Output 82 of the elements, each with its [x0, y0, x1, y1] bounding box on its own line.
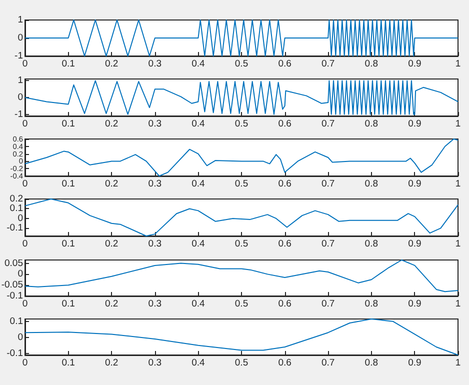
y-tick-label: -0.1 — [6, 222, 23, 234]
y-tick-label: 0.2 — [10, 194, 23, 204]
x-tick-label: 0.9 — [408, 238, 422, 250]
x-tick-label: 0.9 — [408, 178, 422, 190]
x-tick-label: 1 — [455, 58, 461, 70]
x-tick-label: 0.2 — [104, 358, 118, 368]
y-tick-label: -0.05 — [1, 280, 23, 291]
x-tick-label: 0.8 — [364, 358, 378, 368]
x-tick-label: 0.7 — [321, 58, 335, 70]
x-tick-label: 0.4 — [192, 298, 205, 310]
x-tick-label: 0.9 — [408, 118, 422, 130]
x-tick-label: 0.7 — [321, 178, 335, 190]
x-tick-label: 0.8 — [364, 298, 378, 310]
x-tick-label: 0.8 — [364, 178, 378, 190]
x-tick-label: 0.6 — [278, 298, 292, 310]
x-tick-label: 0.8 — [364, 58, 378, 70]
y-tick-label: 1 — [18, 75, 23, 86]
x-tick-label: 0.3 — [148, 298, 162, 310]
x-tick-label: 1 — [455, 298, 461, 310]
x-tick-label: 0.3 — [148, 58, 162, 70]
x-tick-label: 0.1 — [62, 118, 75, 130]
x-tick-label: 1 — [455, 238, 461, 250]
y-tick-label: 0.05 — [4, 258, 23, 269]
x-tick-label: 0.3 — [148, 358, 162, 368]
x-tick-label: 0.5 — [234, 178, 248, 190]
x-tick-label: 0.7 — [321, 118, 335, 130]
y-tick-label: -0.1 — [6, 348, 23, 359]
y-tick-label: 0 — [18, 268, 23, 280]
x-tick-label: 0.2 — [104, 298, 118, 310]
x-tick-label: 1 — [455, 178, 461, 190]
x-tick-label: 1 — [455, 358, 461, 368]
x-tick-label: 0.5 — [234, 118, 248, 130]
x-tick-label: 0.6 — [278, 358, 292, 368]
line-series — [24, 198, 458, 236]
x-tick-label: 0.3 — [148, 118, 162, 130]
x-tick-label: 0.3 — [148, 178, 162, 190]
x-tick-label: 0.8 — [364, 118, 378, 130]
x-tick-label: 0.8 — [364, 238, 378, 250]
x-tick-label: 0.2 — [104, 178, 118, 190]
x-tick-label: 0.9 — [408, 298, 422, 310]
x-tick-label: 0.3 — [148, 238, 162, 250]
y-tick-label: -1 — [14, 50, 23, 62]
x-tick-label: 0.5 — [234, 298, 248, 310]
x-tick-label: 0.6 — [278, 238, 292, 250]
y-tick-label: 0 — [18, 92, 23, 103]
y-tick-label: 1 — [18, 14, 23, 26]
y-tick-label: -0.1 — [6, 290, 23, 302]
x-tick-label: 0.5 — [234, 358, 248, 368]
x-tick-label: 0.5 — [234, 58, 248, 70]
line-series — [24, 138, 458, 176]
line-series — [24, 260, 458, 292]
y-tick-label: 0 — [18, 332, 23, 343]
x-tick-label: 0.7 — [321, 238, 335, 250]
x-tick-label: 0.6 — [278, 58, 292, 70]
x-tick-label: 0.2 — [104, 238, 118, 250]
x-tick-label: 0.7 — [321, 298, 335, 310]
y-tick-label: 0.1 — [10, 316, 23, 327]
x-tick-label: 0.1 — [62, 298, 75, 310]
x-tick-label: 0.4 — [192, 358, 205, 368]
x-tick-label: 0.9 — [408, 58, 422, 70]
y-tick-label: -1 — [14, 108, 23, 120]
x-tick-label: 0.1 — [62, 58, 75, 70]
y-tick-label: 0.1 — [10, 203, 23, 214]
x-tick-label: 1 — [455, 118, 461, 130]
x-tick-label: 0.5 — [234, 238, 248, 250]
x-tick-label: 0.4 — [192, 238, 205, 250]
x-tick-label: 0.7 — [321, 358, 335, 368]
x-tick-label: 0.4 — [192, 58, 205, 70]
x-tick-label: 0.1 — [62, 178, 75, 190]
y-tick-label: 0 — [18, 212, 23, 224]
x-tick-label: 0.1 — [62, 358, 75, 368]
x-tick-label: 0.4 — [192, 178, 205, 190]
y-tick-label: 0 — [18, 32, 23, 44]
x-tick-label: 0.2 — [104, 118, 118, 130]
x-tick-label: 0.9 — [408, 358, 422, 368]
x-tick-label: 0.6 — [278, 118, 292, 130]
line-series — [24, 318, 458, 356]
x-tick-label: 0.1 — [62, 238, 75, 250]
x-tick-label: 0.2 — [104, 58, 118, 70]
x-tick-label: 0.4 — [192, 118, 205, 130]
x-tick-label: 0.6 — [278, 178, 292, 190]
line-series — [24, 80, 458, 115]
